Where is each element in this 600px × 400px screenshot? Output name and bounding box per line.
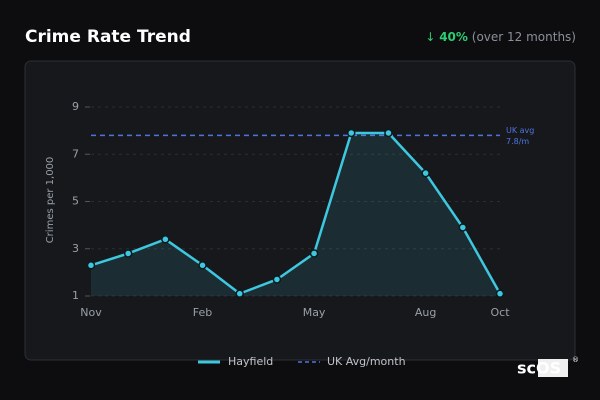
point (384, 128, 393, 138)
brand-mark: ® (572, 356, 579, 364)
reference-label: UK avg (506, 126, 534, 135)
point (272, 275, 282, 284)
point (198, 261, 207, 270)
reference-value-label: 7.8/m (506, 137, 529, 146)
point (495, 289, 505, 298)
x-tick-label: Nov (80, 306, 102, 319)
area (91, 132, 500, 296)
y-tick-label: 7 (72, 147, 79, 160)
change-value: 40% (439, 30, 468, 44)
legend-label[interactable]: Hayfield (228, 355, 273, 368)
change-summary: ↓ 40% (over 12 months) (425, 30, 576, 44)
y-tick-label: 5 (72, 195, 79, 208)
point (161, 235, 170, 244)
point (421, 168, 430, 178)
title: Crime Rate Trend (25, 27, 191, 47)
x-tick-label: Feb (193, 306, 212, 319)
line (90, 131, 502, 295)
y-tick-label: 3 (72, 242, 79, 255)
change-note: (over 12 months) (472, 30, 576, 44)
y-tick-label: 9 (72, 100, 79, 113)
point (458, 223, 468, 232)
change-arrow: ↓ (425, 30, 435, 44)
x-tick-label: May (303, 306, 326, 319)
brand: scOS (517, 359, 561, 378)
y-tick-label: 1 (72, 289, 79, 302)
point (123, 249, 133, 258)
point (86, 261, 96, 270)
y-axis-label: Crimes per 1,000 (45, 157, 56, 244)
brand-box (538, 359, 568, 377)
point (235, 289, 244, 298)
x-tick-label: Aug (415, 306, 436, 319)
x-tick-label: Oct (490, 306, 510, 319)
plot: 1 3 5 7 9 Nov Feb May Aug Oct UK avg 7.8/m (72, 100, 534, 319)
point (309, 249, 319, 258)
legend-label[interactable]: UK Avg/month (327, 355, 406, 368)
point (347, 128, 356, 138)
